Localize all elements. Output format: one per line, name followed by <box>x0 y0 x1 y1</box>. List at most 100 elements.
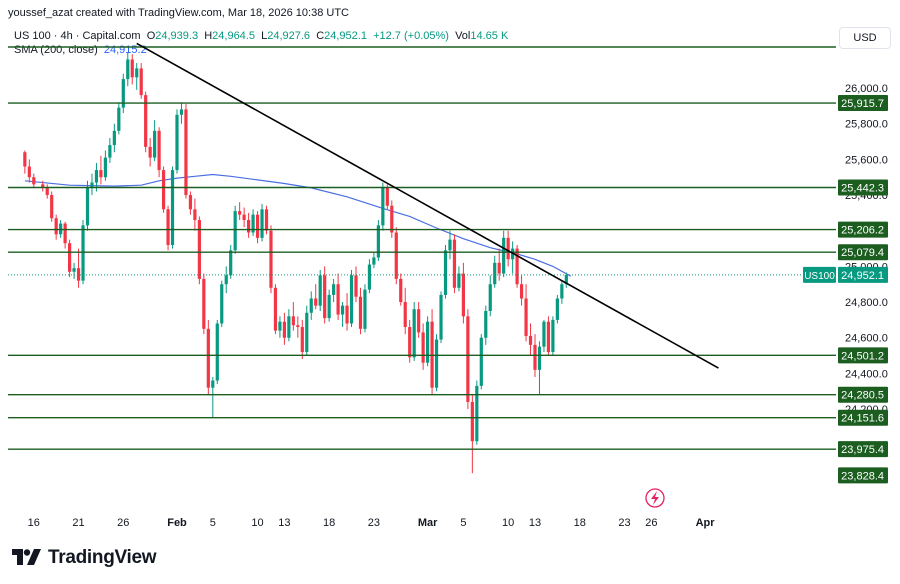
candle-body <box>81 225 85 281</box>
candle-body <box>238 211 242 215</box>
price-tick-label: 25,000.0 <box>845 261 888 273</box>
candle-body <box>94 170 99 183</box>
candle-body <box>430 321 434 388</box>
open-label: O <box>146 30 156 42</box>
candle-body <box>358 296 363 329</box>
tradingview-logo[interactable]: TradingView <box>12 547 157 569</box>
candle-body <box>215 323 219 381</box>
level-label-box <box>838 409 888 426</box>
candle-body <box>466 316 470 402</box>
candle-body <box>255 214 260 238</box>
candle-body <box>412 309 416 358</box>
candle-body <box>170 170 175 245</box>
candle-body <box>300 327 304 353</box>
volume-value: 14.65 K <box>470 30 509 42</box>
candle-body <box>551 319 555 353</box>
time-tick-label: 23 <box>618 517 630 529</box>
candle-body <box>399 278 403 303</box>
brand-name: TradingView <box>48 547 157 568</box>
current-price-text: 24,952.1 <box>841 270 884 282</box>
lightning-icon[interactable] <box>645 488 665 508</box>
level-label-text: 23,975.4 <box>841 444 884 456</box>
level-label-box <box>838 221 888 238</box>
candle-body <box>161 170 166 210</box>
candle-body <box>564 274 568 285</box>
candle-body <box>332 284 336 295</box>
candle-body <box>318 275 322 306</box>
level-label-text: 23,828.4 <box>841 470 884 482</box>
candle-body <box>533 344 537 370</box>
candle-body <box>260 209 264 238</box>
price-tick-label: 25,600.0 <box>845 154 888 166</box>
time-tick-label: 26 <box>117 517 129 529</box>
candle-body <box>434 339 439 388</box>
candle-body <box>90 182 94 188</box>
currency-button[interactable]: USD <box>839 27 891 49</box>
candle-body <box>59 223 63 235</box>
candle-body <box>206 328 210 388</box>
level-label-box <box>838 179 888 196</box>
candle-body <box>32 177 36 185</box>
candle-body <box>511 248 515 260</box>
level-label-text: 24,151.6 <box>841 413 884 425</box>
sma-value: 24,915.2 <box>103 44 147 56</box>
candle-body <box>117 107 121 131</box>
candle-body <box>524 298 528 336</box>
time-tick-label: 5 <box>460 517 466 529</box>
level-label-box <box>838 467 888 484</box>
symbol-label[interactable]: US 100 · 4h · Capital.com <box>14 30 141 42</box>
symbol-tag-box <box>803 266 836 283</box>
time-tick-label: Feb <box>167 517 187 529</box>
time-tick-label: 13 <box>278 517 290 529</box>
candle-body <box>27 166 31 178</box>
price-tick-label: 24,000.0 <box>845 440 888 452</box>
time-tick-label: 18 <box>574 517 586 529</box>
candle-body <box>394 232 398 279</box>
price-tick-label: 26,000.0 <box>845 83 888 95</box>
time-tick-label: 13 <box>529 517 541 529</box>
candle-body <box>282 321 286 338</box>
candle-body <box>85 187 90 226</box>
candle-body <box>363 289 367 329</box>
candle-body <box>54 218 58 235</box>
candle-body <box>309 298 313 313</box>
candle-body <box>103 157 107 178</box>
price-axis: 26,000.0 25,800.0 25,600.0 25,400.0 25,000.0… <box>845 83 888 452</box>
candle-body <box>291 316 295 326</box>
price-tick-label: 24,400.0 <box>845 368 888 380</box>
candle-body <box>193 209 197 221</box>
level-label-box <box>838 95 888 112</box>
candle-body <box>229 250 233 276</box>
candle-body <box>211 380 215 388</box>
tradingview-logo-icon <box>12 549 41 565</box>
price-tick-label: 24,200.0 <box>845 404 888 416</box>
candle-body <box>506 237 510 260</box>
support-resistance-levels <box>8 46 836 450</box>
candle-body <box>528 335 533 345</box>
candle-body <box>519 284 524 299</box>
candle-body <box>273 287 278 331</box>
price-tick-label: 25,400.0 <box>845 190 888 202</box>
attribution-text: youssef_azat created with TradingView.co… <box>8 7 349 19</box>
candle-body <box>184 109 188 196</box>
time-tick-label: 21 <box>72 517 84 529</box>
level-label-text: 25,915.7 <box>841 98 884 110</box>
candle-body <box>305 312 309 353</box>
candle-body <box>153 130 157 158</box>
candle-body <box>76 268 81 281</box>
time-tick-label: Apr <box>696 517 716 529</box>
sma-legend[interactable]: SMA (200, close) 24,915.2 <box>14 44 147 56</box>
candle-body <box>336 284 340 315</box>
candle-body <box>202 278 206 329</box>
level-label-box <box>838 244 888 261</box>
time-tick-label: 10 <box>502 517 514 529</box>
open-value: 24,939.3 <box>155 30 199 42</box>
price-tick-label: 24,800.0 <box>845 297 888 309</box>
candle-body <box>68 243 72 272</box>
candle-body <box>112 130 116 146</box>
candle-body <box>296 325 300 328</box>
time-tick-label: 26 <box>645 517 657 529</box>
candle-body <box>443 250 448 295</box>
candle-body <box>175 114 179 171</box>
